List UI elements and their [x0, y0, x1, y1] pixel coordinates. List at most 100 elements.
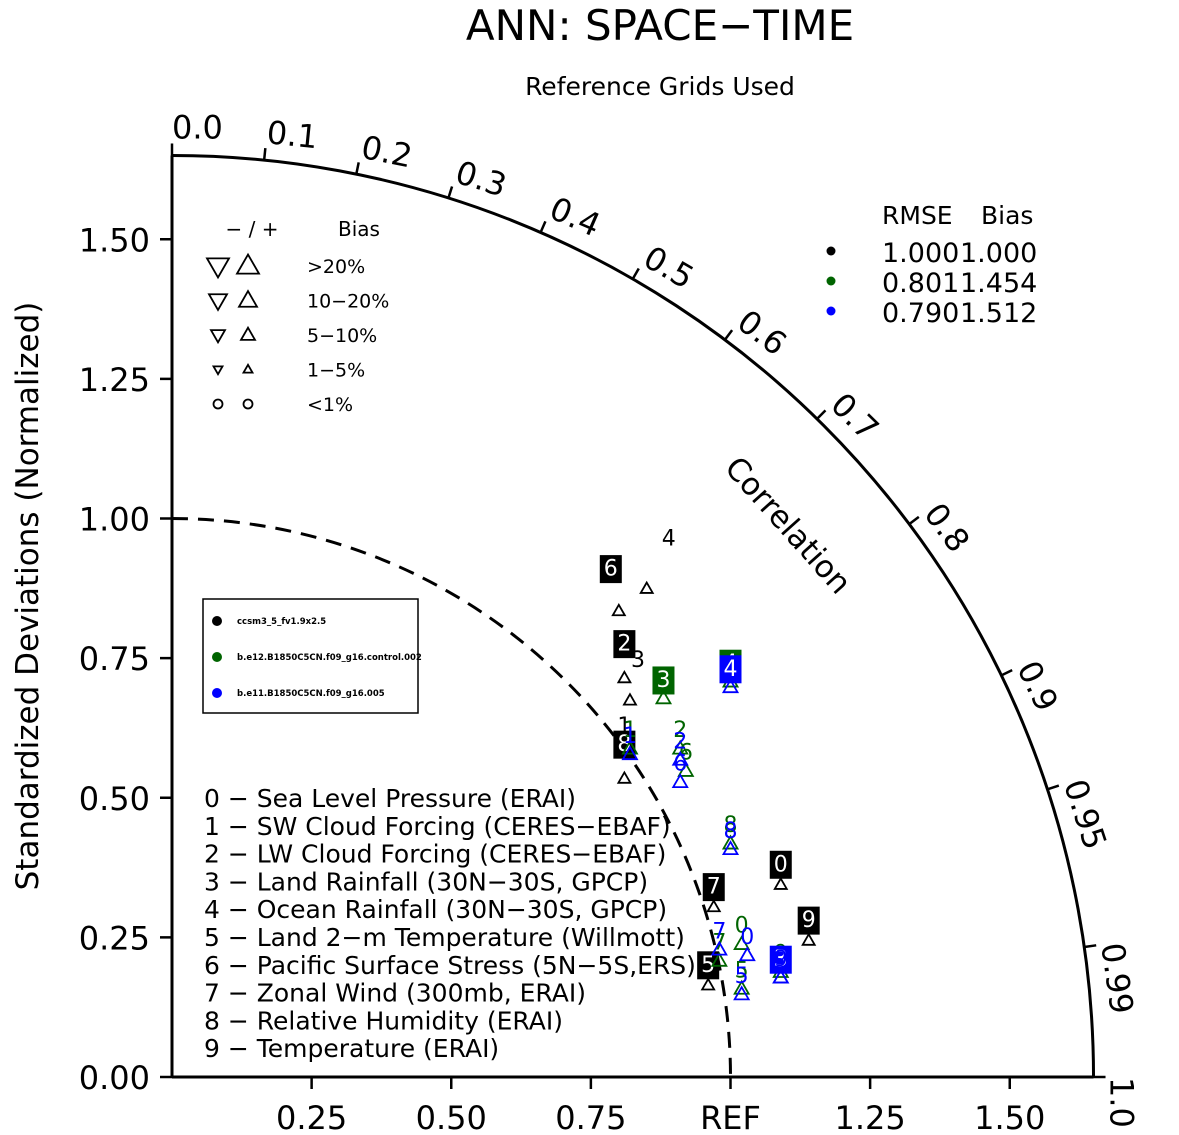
- point-label: 7: [712, 919, 726, 944]
- series-legend-label: b.e11.B1850C5CN.f09_g16.005: [237, 689, 385, 699]
- variable-list-item: 1 − SW Cloud Forcing (CERES−EBAF): [204, 812, 671, 841]
- point-label-box: [697, 951, 720, 980]
- correlation-tick-label: 0.8: [916, 496, 977, 560]
- bias-legend-label: <1%: [307, 394, 353, 416]
- bias-legend-label: 5−10%: [307, 325, 377, 347]
- point-marker: [772, 968, 790, 984]
- bias-legend-label: 10−20%: [307, 291, 389, 313]
- point-label: 0: [774, 852, 788, 877]
- point-marker: [710, 951, 728, 967]
- point-label: 3: [656, 668, 670, 693]
- point-label-box: [769, 945, 792, 974]
- point-marker: [671, 750, 689, 766]
- bias-legend: − / + Bias >20% 10−20% 5−10% 1−5% <1%: [205, 217, 389, 416]
- correlation-tick: [816, 409, 827, 420]
- rmse-header: RMSE: [882, 201, 953, 230]
- point-marker: [733, 979, 751, 995]
- correlation-tick-label: 0.1: [265, 113, 319, 156]
- point-label-box: [613, 730, 636, 759]
- point-label: 6: [673, 752, 687, 777]
- point-marker: [621, 739, 639, 755]
- rmse-value: 0.790: [882, 298, 959, 329]
- correlation-tick-label: 0.2: [358, 128, 415, 175]
- variable-list-item: 8 − Relative Humidity (ERAI): [204, 1006, 563, 1035]
- circle-marker-icon: [242, 398, 254, 410]
- correlation-tick: [1084, 944, 1097, 949]
- point-label: 4: [662, 526, 676, 551]
- point-marker: [671, 773, 689, 789]
- bias-legend-header: Bias: [338, 217, 380, 241]
- point-label: 5: [735, 958, 749, 983]
- point-marker: [733, 985, 751, 1001]
- chart-title: ANN: SPACE−TIME: [466, 1, 854, 50]
- point-marker: [710, 940, 728, 956]
- outer-arc: [171, 153, 1096, 1078]
- x-tick-label: 0.50: [416, 1099, 487, 1135]
- point-marker: [733, 935, 751, 950]
- bias-legend-label: >20%: [307, 256, 365, 278]
- point-label: 2: [673, 729, 687, 754]
- point-marker: [654, 689, 673, 705]
- correlation-tick: [908, 515, 920, 526]
- rmse-row-dot: [826, 306, 836, 316]
- point-label-box: [769, 850, 792, 879]
- y-tick-label: 0.50: [79, 780, 150, 818]
- correlation-tick-label: 0.7: [823, 385, 886, 448]
- x-tick-label: REF: [700, 1099, 761, 1135]
- bias-value: 1.000: [960, 238, 1037, 269]
- bias-legend-signs: − / +: [226, 217, 279, 241]
- triangle-down-icon: [205, 257, 231, 280]
- series-legend-label: b.e12.B1850C5CN.f09_g16.control.002: [237, 653, 422, 663]
- point-label-box: [797, 906, 820, 935]
- variable-list-item: 5 − Land 2−m Temperature (Willmott): [204, 923, 685, 952]
- y-tick-label: 0.75: [79, 640, 150, 678]
- variable-list-item: 3 − Land Rainfall (30N−30S, GPCP): [204, 867, 648, 896]
- series-legend-dot: [212, 616, 222, 626]
- variable-list-item: 9 − Temperature (ERAI): [204, 1034, 499, 1063]
- correlation-tick: [631, 267, 640, 280]
- variable-list-item: 4 − Ocean Rainfall (30N−30S, GPCP): [204, 895, 667, 924]
- bias-legend-label: 1−5%: [307, 360, 365, 382]
- x-tick-label: 1.25: [835, 1099, 906, 1135]
- point-label-box: [599, 555, 622, 584]
- point-label: 1: [623, 718, 637, 743]
- x-tick-label: 0.25: [276, 1099, 347, 1135]
- point-label: 8: [724, 819, 738, 844]
- bias-header: Bias: [981, 201, 1033, 230]
- triangle-up-icon: [241, 362, 255, 374]
- rmse-row-dot: [826, 276, 836, 286]
- series-legend-label: ccsm3_5_fv1.9x2.5: [237, 617, 326, 627]
- correlation-tick-label: 0.99: [1093, 940, 1141, 1016]
- y-tick-label: 0.25: [79, 919, 150, 957]
- point-label: 4: [724, 657, 738, 682]
- point-marker: [801, 932, 817, 946]
- point-marker: [773, 876, 789, 890]
- point-label-box: [719, 655, 742, 684]
- point-marker: [721, 678, 740, 694]
- variable-list: 0 − Sea Level Pressure (ERAI)1 − SW Clou…: [204, 784, 696, 1063]
- correlation-tick-label: 1.0: [1103, 1077, 1141, 1128]
- correlation-tick-label: 0.4: [544, 189, 606, 244]
- correlation-tick: [1047, 784, 1060, 791]
- correlation-tick: [447, 186, 454, 199]
- bias-value: 1.512: [960, 298, 1037, 329]
- correlation-tick: [1000, 668, 1013, 677]
- point-label: 0: [740, 925, 754, 950]
- correlation-tick-label: 0.3: [451, 153, 511, 205]
- point-label: 9: [802, 908, 816, 933]
- point-marker: [611, 603, 627, 617]
- y-tick-label: 1.50: [79, 221, 150, 259]
- point-marker: [621, 745, 639, 761]
- point-label: 3: [774, 947, 788, 972]
- triangle-up-icon: [239, 325, 257, 341]
- point-marker: [677, 761, 695, 777]
- point-label: 3: [631, 648, 645, 673]
- point-marker: [700, 977, 716, 991]
- y-tick-label: 0.00: [79, 1059, 150, 1097]
- point-label: 0: [735, 914, 749, 939]
- point-label: 1: [623, 724, 637, 749]
- point-label: 5: [701, 953, 715, 978]
- point-marker: [738, 946, 756, 962]
